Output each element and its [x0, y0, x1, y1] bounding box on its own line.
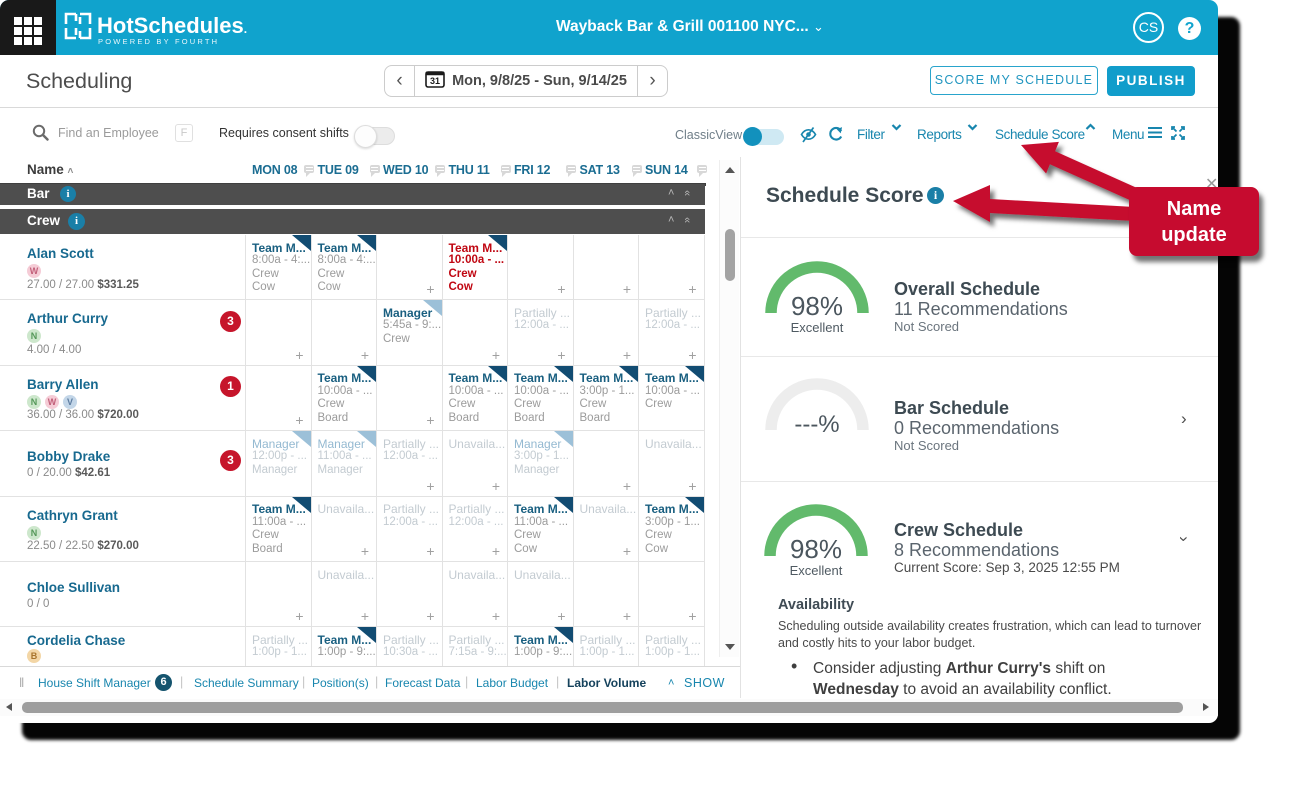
svg-text:98%: 98% [791, 291, 843, 321]
svg-text:HotSchedules.: HotSchedules. [97, 13, 247, 38]
svg-text:31: 31 [430, 76, 440, 86]
svg-text:---%: ---% [794, 411, 839, 438]
svg-text:98%: 98% [790, 534, 842, 564]
svg-text:POWERED BY FOURTH: POWERED BY FOURTH [98, 37, 219, 46]
svg-text:Excellent: Excellent [790, 563, 843, 578]
svg-text:Excellent: Excellent [790, 320, 843, 335]
